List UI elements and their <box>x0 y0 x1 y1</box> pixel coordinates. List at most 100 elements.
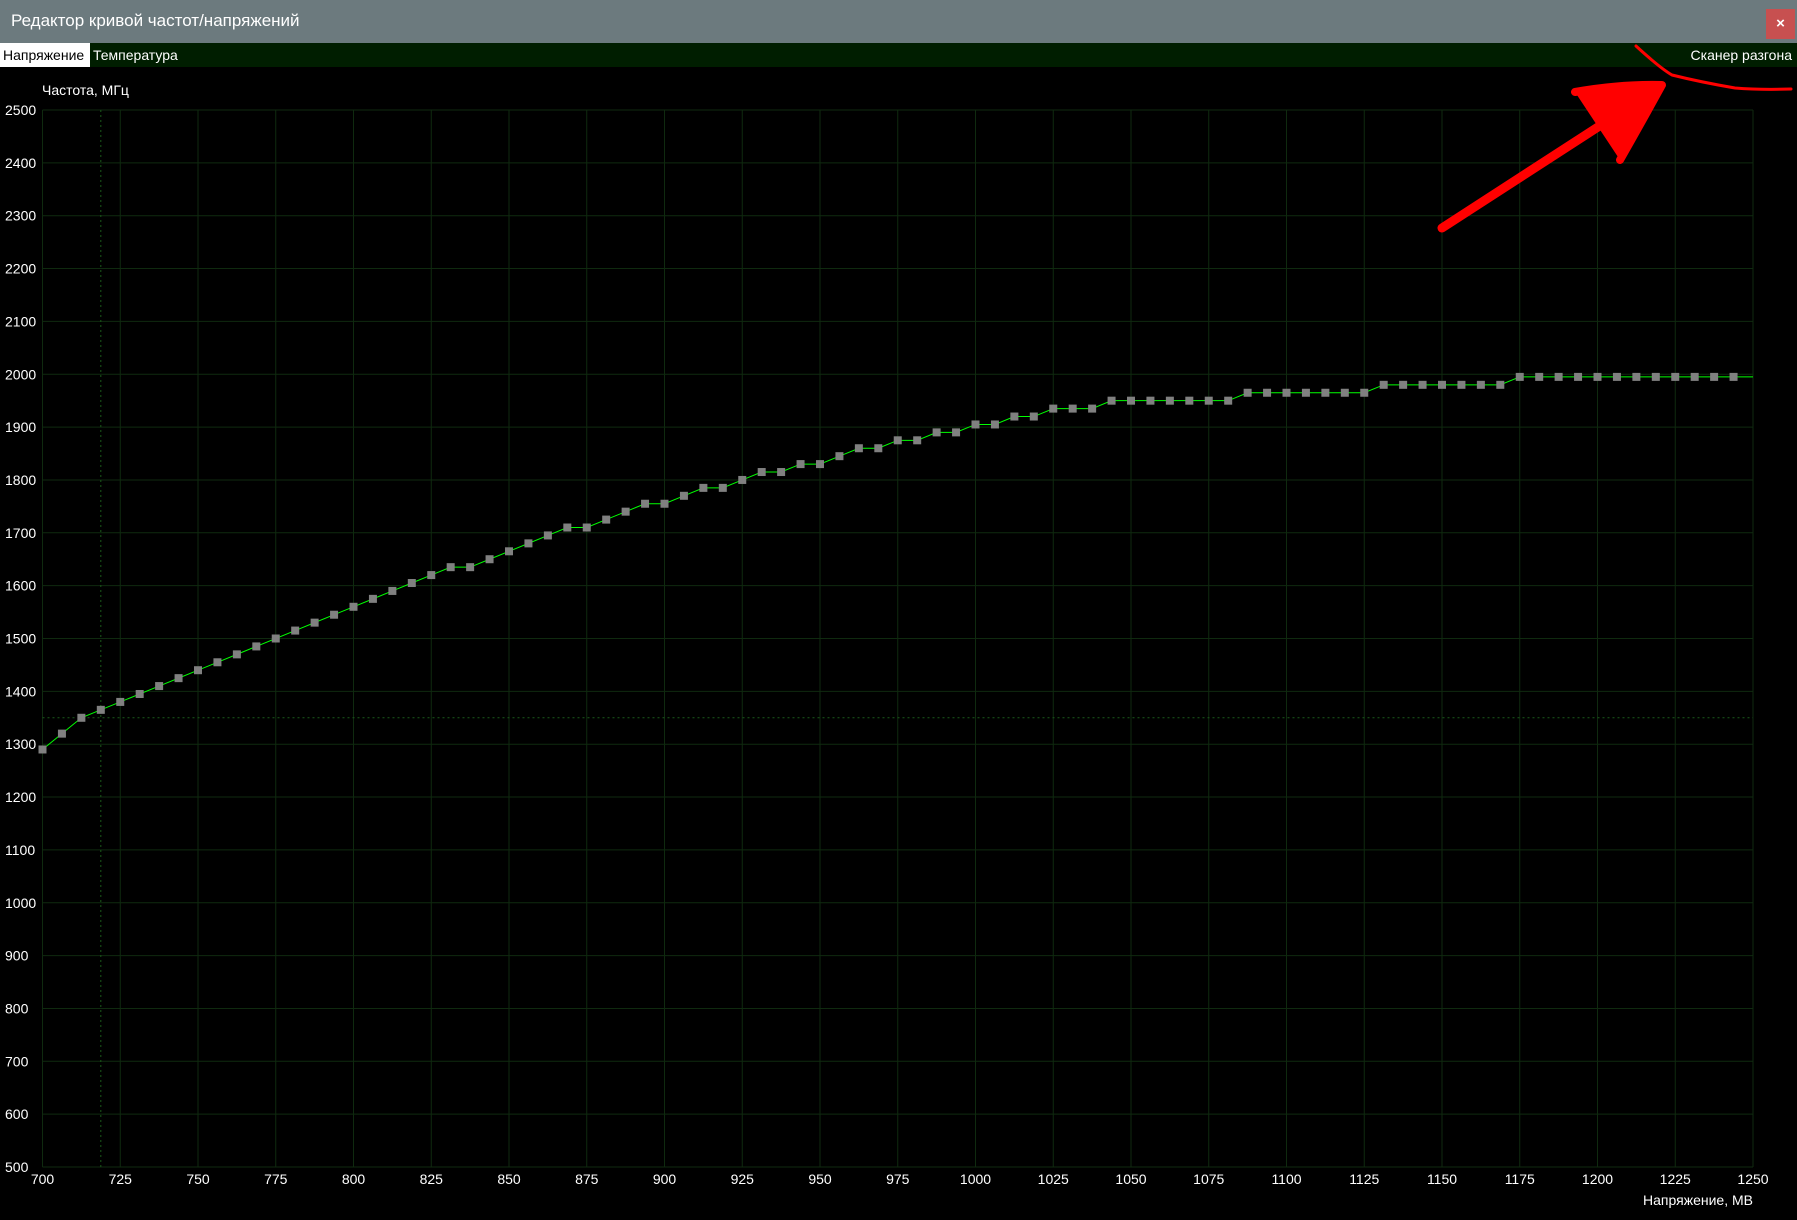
curve-point[interactable] <box>1651 372 1660 381</box>
curve-point[interactable] <box>1185 396 1194 405</box>
curve-point[interactable] <box>1127 396 1135 405</box>
curve-point[interactable] <box>679 491 688 500</box>
curve-point[interactable] <box>194 666 202 675</box>
curve-point[interactable] <box>1476 380 1485 389</box>
curve-point[interactable] <box>971 420 980 429</box>
curve-point[interactable] <box>1535 372 1544 381</box>
curve-point[interactable] <box>135 689 144 698</box>
curve-point[interactable] <box>699 483 708 492</box>
curve-point[interactable] <box>213 658 222 667</box>
curve-point[interactable] <box>1632 372 1641 381</box>
curve-point[interactable] <box>1107 396 1116 405</box>
curve-point[interactable] <box>1574 372 1583 381</box>
curve-point[interactable] <box>1321 388 1330 397</box>
curve-point[interactable] <box>1029 412 1038 421</box>
curve-point[interactable] <box>1049 404 1058 413</box>
x-axis-label: Напряжение, МВ <box>1643 1192 1753 1208</box>
curve-point[interactable] <box>854 444 863 453</box>
curve-point[interactable] <box>1165 396 1174 405</box>
curve-point[interactable] <box>1690 372 1699 381</box>
curve-point[interactable] <box>466 563 475 572</box>
curve-point[interactable] <box>174 674 183 683</box>
curve-point[interactable] <box>310 618 319 627</box>
curve-point[interactable] <box>96 705 105 714</box>
curve-point[interactable] <box>407 579 416 588</box>
curve-point[interactable] <box>777 468 786 477</box>
curve-point[interactable] <box>1438 380 1446 389</box>
curve-point[interactable] <box>1379 380 1388 389</box>
curve-point[interactable] <box>1068 404 1077 413</box>
curve-point[interactable] <box>446 563 455 572</box>
curve-point[interactable] <box>1399 380 1408 389</box>
curve-point[interactable] <box>738 475 747 484</box>
curve-point[interactable] <box>427 571 436 580</box>
curve-point[interactable] <box>718 483 727 492</box>
curve-point[interactable] <box>816 460 824 469</box>
curve-point[interactable] <box>893 436 902 445</box>
curve-point[interactable] <box>835 452 844 461</box>
tab-voltage[interactable]: Напряжение <box>0 43 90 67</box>
curve-point[interactable] <box>271 634 280 643</box>
curve-point[interactable] <box>1224 396 1233 405</box>
curve-point[interactable] <box>77 713 86 722</box>
curve-point[interactable] <box>660 499 669 508</box>
curve-point[interactable] <box>1088 404 1097 413</box>
curve-point[interactable] <box>913 436 922 445</box>
curve-point[interactable] <box>990 420 999 429</box>
curve-point[interactable] <box>757 468 766 477</box>
curve-point[interactable] <box>1360 388 1369 397</box>
curve-point[interactable] <box>1418 380 1427 389</box>
curve-point[interactable] <box>1515 372 1524 381</box>
curve-point[interactable] <box>116 697 125 706</box>
overclock-scanner-link[interactable]: Сканер разгона <box>1690 47 1792 63</box>
curve-point[interactable] <box>1301 388 1310 397</box>
curve-point[interactable] <box>796 460 805 469</box>
curve-point[interactable] <box>1593 372 1602 381</box>
vf-curve-chart[interactable]: 700 725 750 775 800 825 850 875 900 925 950 975 1000… <box>0 67 1797 1220</box>
curve-point[interactable] <box>543 531 552 540</box>
x-tick-label: 1025 <box>1038 1171 1069 1187</box>
curve-point[interactable] <box>38 745 47 754</box>
curve-point[interactable] <box>874 444 883 453</box>
curve-point[interactable] <box>1729 372 1738 381</box>
curve-point[interactable] <box>388 586 397 595</box>
curve-point[interactable] <box>1554 372 1563 381</box>
curve-point[interactable] <box>602 515 611 524</box>
curve-point[interactable] <box>1671 372 1680 381</box>
curve-point[interactable] <box>368 594 377 603</box>
close-button[interactable]: × <box>1766 9 1795 39</box>
curve-point[interactable] <box>1204 396 1213 405</box>
y-tick-label: 600 <box>5 1106 29 1122</box>
curve-point[interactable] <box>563 523 572 532</box>
curve-point[interactable] <box>291 626 300 635</box>
curve-point[interactable] <box>621 507 630 516</box>
curve-point[interactable] <box>641 499 650 508</box>
curve-point[interactable] <box>1146 396 1155 405</box>
curve-point[interactable] <box>1010 412 1019 421</box>
curve-point[interactable] <box>1710 372 1719 381</box>
curve-point[interactable] <box>232 650 241 659</box>
curve-point[interactable] <box>330 610 339 619</box>
curve-point[interactable] <box>1340 388 1349 397</box>
curve-point[interactable] <box>1263 388 1272 397</box>
tab-temperature[interactable]: Температура <box>93 47 178 63</box>
curve-point[interactable] <box>582 523 591 532</box>
curve-point[interactable] <box>1457 380 1466 389</box>
y-tick-label: 2000 <box>5 366 36 382</box>
curve-point[interactable] <box>155 682 164 691</box>
curve-point[interactable] <box>57 729 66 738</box>
curve-point[interactable] <box>1243 388 1252 397</box>
curve-point[interactable] <box>1282 388 1291 397</box>
curve-point[interactable] <box>952 428 961 437</box>
curve-point[interactable] <box>349 602 358 611</box>
x-tick-label: 850 <box>497 1171 521 1187</box>
curve-point[interactable] <box>505 547 513 556</box>
curve-point[interactable] <box>252 642 261 651</box>
y-tick-label: 1400 <box>5 683 36 699</box>
curve-point[interactable] <box>1496 380 1505 389</box>
curve-point[interactable] <box>932 428 941 437</box>
curve-point[interactable] <box>485 555 494 564</box>
y-tick-label: 700 <box>5 1053 29 1069</box>
curve-point[interactable] <box>524 539 533 548</box>
curve-point[interactable] <box>1612 372 1621 381</box>
